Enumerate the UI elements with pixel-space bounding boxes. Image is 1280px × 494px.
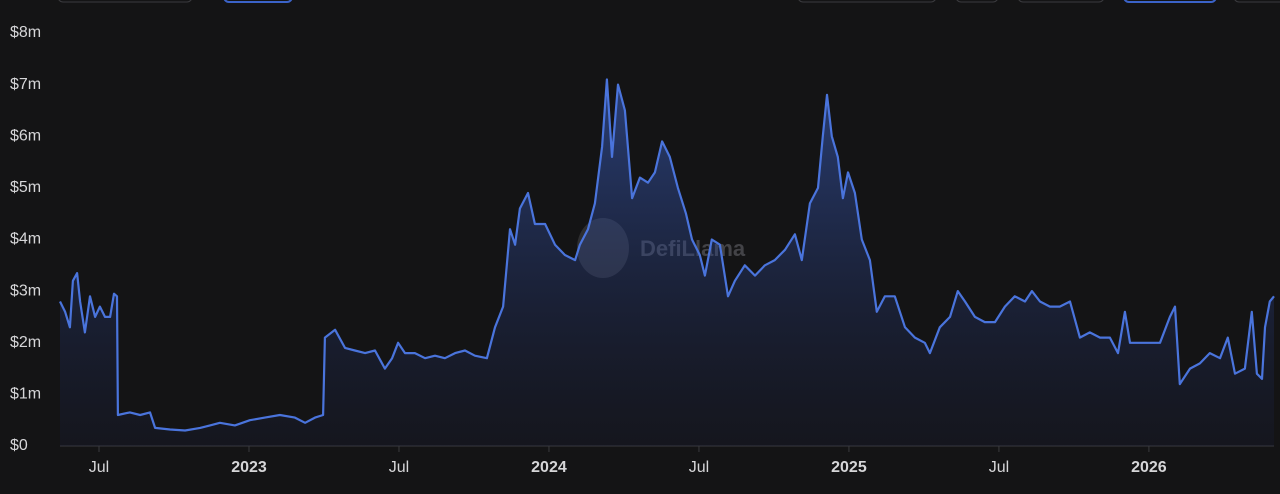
x-tick-label: 2024 (531, 459, 567, 476)
y-tick-label: $8m (10, 24, 41, 41)
x-tick-label: 2026 (1131, 459, 1167, 476)
x-tick-label: 2023 (231, 459, 267, 476)
y-tick-label: $7m (10, 76, 41, 93)
x-tick-label: Jul (689, 459, 709, 476)
y-tick-label: $0 (10, 437, 28, 454)
toolbar-button[interactable] (1234, 0, 1280, 3)
x-tick-label: Jul (89, 459, 109, 476)
toolbar-button[interactable] (956, 0, 998, 3)
toolbar-button[interactable] (1123, 0, 1217, 3)
y-tick-label: $6m (10, 127, 41, 144)
x-tick-label: Jul (989, 459, 1009, 476)
line (59, 78, 1275, 432)
toolbar-button[interactable] (798, 0, 936, 3)
toolbar-button[interactable] (58, 0, 192, 3)
y-tick-label: $3m (10, 282, 41, 299)
toolbar-button[interactable] (1018, 0, 1104, 3)
y-tick-label: $5m (10, 179, 41, 196)
x-tick-label: Jul (389, 459, 409, 476)
x-tick-label: 2025 (831, 459, 867, 476)
y-tick-label: $1m (10, 386, 41, 403)
toolbar-button[interactable] (223, 0, 293, 3)
area-fill (60, 79, 1274, 446)
y-tick-label: $2m (10, 334, 41, 351)
y-tick-label: $4m (10, 231, 41, 248)
